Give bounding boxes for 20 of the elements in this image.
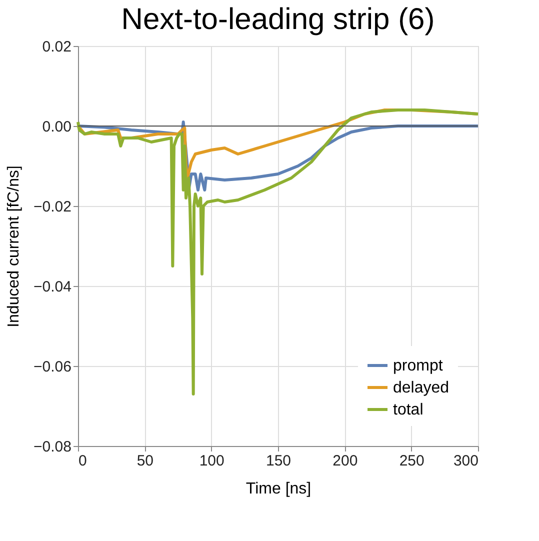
y-tick-label: −0.02 — [34, 198, 72, 216]
legend-label: total — [393, 402, 424, 418]
legend-label: delayed — [393, 380, 450, 396]
x-tick-label: 0 — [78, 452, 87, 470]
chart-title: Next-to-leading strip (6) — [121, 3, 435, 36]
x-tick-label: 100 — [199, 452, 224, 470]
legend-label: prompt — [393, 358, 444, 374]
x-tick-label: 50 — [136, 452, 154, 470]
y-tick-label: −0.06 — [34, 358, 72, 376]
y-tick-label: −0.04 — [34, 278, 72, 296]
x-tick-label: 150 — [266, 452, 292, 470]
y-axis-title: Induced current [fC/ns] — [6, 166, 23, 328]
line-series — [76, 108, 480, 396]
y-tick-label: −0.08 — [34, 438, 72, 456]
x-tick-label: 200 — [332, 452, 358, 470]
y-tick-label: 0.02 — [42, 38, 72, 56]
x-tick-label: 250 — [399, 452, 424, 470]
x-tick-label: 300 — [453, 452, 478, 470]
x-axis-title: Time [ns] — [246, 480, 312, 498]
y-tick-label: 0.00 — [42, 118, 72, 136]
